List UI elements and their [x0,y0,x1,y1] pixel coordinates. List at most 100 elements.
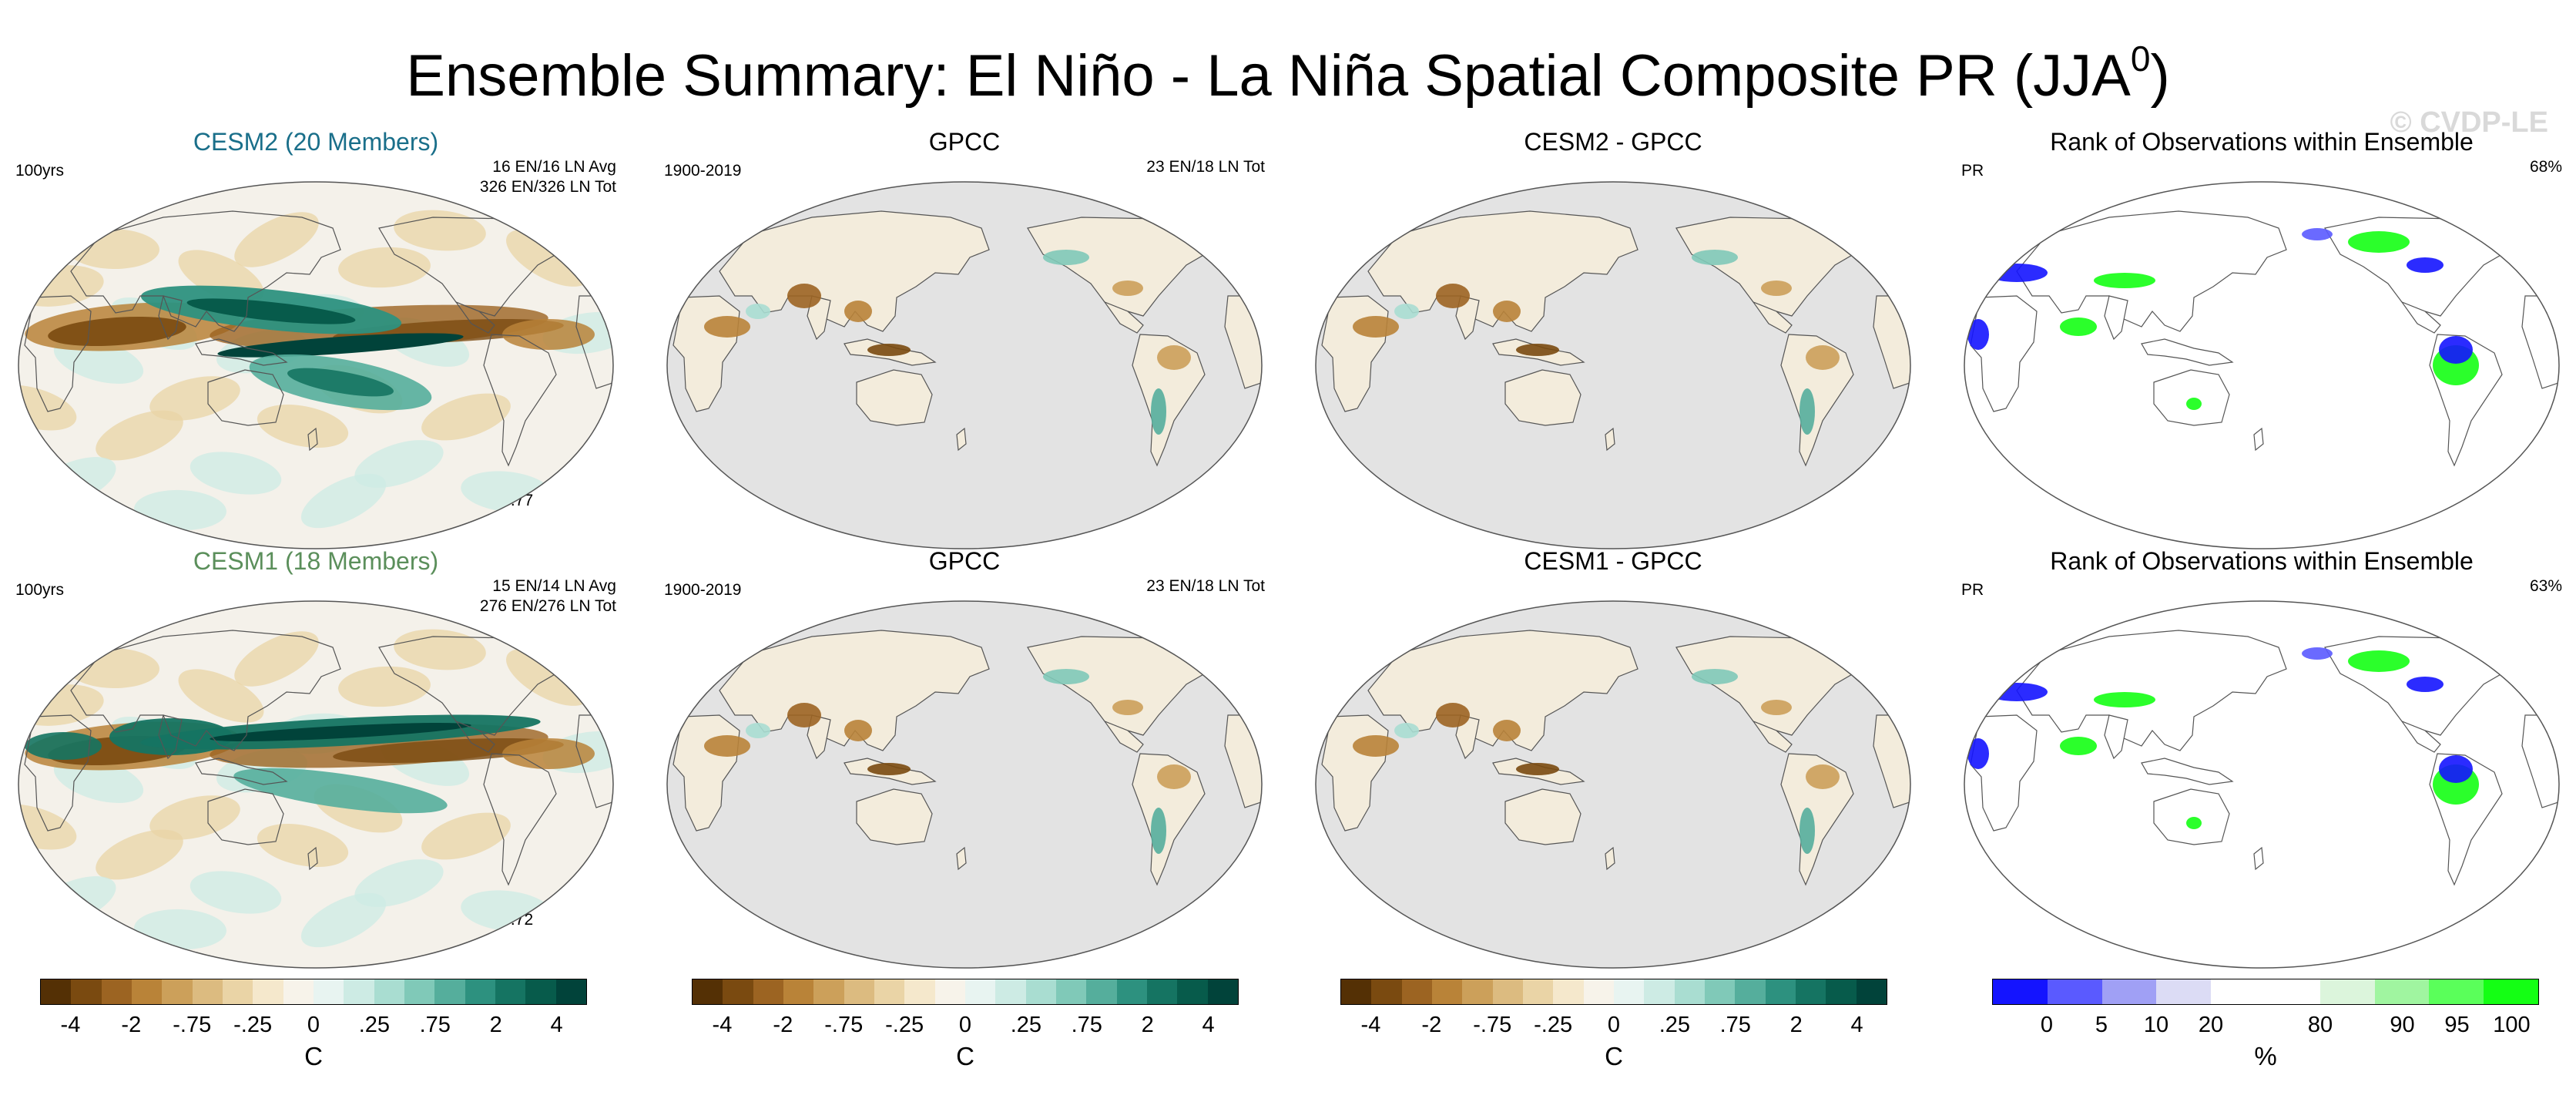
panel-right-line2: 276 EN/276 LN Tot [479,597,616,615]
colorbar-cell [344,979,374,1004]
world-map [1315,600,1911,969]
colorbar-tick-label: -.25 [885,1013,924,1037]
figure-title: Ensemble Summary: El Niño - La Niña Spat… [406,39,2170,109]
colorbar-cell [253,979,283,1004]
colorbar-cell [1553,979,1584,1004]
panel-right-label: 63% [2530,576,2562,596]
colorbar-cell [1522,979,1554,1004]
panel-right-line1: 23 EN/18 LN Tot [1146,158,1265,176]
colorbar-cell [374,979,404,1004]
colorbar-cell [904,979,935,1004]
map-panel-r2-c2: GPCC 1900-2019 23 EN/18 LN Tot [656,535,1273,969]
panel-left-label: PR [1961,162,1984,180]
colorbar-tick-label: .25 [358,1013,391,1037]
colorbar-cell [1492,979,1523,1004]
colorbar-cell [783,979,814,1004]
colorbar-cell [222,979,253,1004]
colorbar-cell [1401,979,1432,1004]
colorbar-tick-label: 100 [2493,1013,2531,1037]
colorbar-tick-label: -.75 [1473,1013,1512,1037]
colorbar-cell [1735,979,1766,1004]
panel-title: CESM2 (20 Members) [193,128,439,156]
colorbar-tick-label: 4 [1850,1013,1863,1037]
colorbar-cell [813,979,844,1004]
colorbar-cell [1704,979,1736,1004]
world-map [18,600,614,969]
colorbar-3: -4 -2 -.75 -.25 0 .25 .75 2 4 C [1340,979,1910,1102]
world-map [1964,600,2560,969]
colorbar-tick-label: -4 [712,1013,733,1037]
colorbar-cell [1765,979,1796,1004]
panel-right-label: 15 EN/14 LN Avg 276 EN/276 LN Tot [480,576,616,617]
colorbar-cell [2319,979,2375,1004]
colorbar-tick-label: 5 [2095,1013,2108,1037]
colorbar-4: 0 5 10 20 80 90 95 100% [1992,979,2562,1102]
map-panel-r1-c1: CESM2 (20 Members) 100yrs 16 EN/16 LN Avg 3… [8,116,624,549]
map-panel-r2-c1: CESM1 (18 Members) 100yrs 15 EN/14 LN Avg 2… [8,535,624,969]
colorbar-2: -4 -2 -.75 -.25 0 .25 .75 2 4 C [692,979,1262,1102]
panel-left-label: 100yrs [15,581,65,599]
colorbar-tick-label: -.25 [233,1013,273,1037]
colorbar-cell [1462,979,1493,1004]
colorbar-tick-label: 2 [1141,1013,1154,1037]
colorbar-tick-label: 0 [1607,1013,1621,1037]
colorbar-cells [1340,979,1887,1005]
panel-title: CESM2 - GPCC [1524,128,1702,156]
panel-right-label: 23 EN/18 LN Tot [1146,576,1265,596]
colorbar-tick-label: .75 [419,1013,451,1037]
colorbar-tick-label: 0 [307,1013,320,1037]
colorbar-tick-label: -4 [1360,1013,1381,1037]
panel-right-label: 23 EN/18 LN Tot [1146,157,1265,177]
map-panel-r1-c3: CESM2 - GPCC [1305,116,1921,549]
colorbar-cell [1371,979,1402,1004]
map-panel-r2-c3: CESM1 - GPCC [1305,535,1921,969]
colorbar-tick-label: -2 [773,1013,793,1037]
colorbar-tick-label: 10 [2143,1013,2169,1037]
world-map [1964,181,2560,549]
colorbar-cell [2047,979,2102,1004]
panel-right-line1: 16 EN/16 LN Avg [492,158,616,176]
colorbar-cell [495,979,526,1004]
colorbar-tick-label: .75 [1071,1013,1102,1037]
colorbar-cell [2101,979,2157,1004]
world-map [666,600,1263,969]
colorbar-tick-label: 80 [2307,1013,2333,1037]
panel-left-label: PR [1961,581,1984,599]
colorbar-tick-label: 2 [1789,1013,1803,1037]
colorbar-tick-label: -.75 [173,1013,212,1037]
colorbar-cell [1055,979,1087,1004]
colorbar-cell [995,979,1026,1004]
colorbar-cell [1993,979,2048,1004]
colorbar-1: -4 -2 -.75 -.25 0 .25 .75 2 4 C [40,979,610,1102]
colorbar-cell [71,979,102,1004]
colorbar-tick-label: .75 [1719,1013,1751,1037]
colorbar-cell [1856,979,1887,1004]
panel-title: CESM1 - GPCC [1524,547,1702,575]
colorbar-cell [1826,979,1857,1004]
colorbar-tick-label: -2 [1421,1013,1442,1037]
colorbar-tick-label: .25 [1659,1013,1691,1037]
panel-left-label: 1900-2019 [664,581,742,599]
panel-left-label: 100yrs [15,162,65,180]
world-map [1315,181,1911,549]
colorbar-tick-label: -.75 [824,1013,864,1037]
colorbar-cell [723,979,753,1004]
colorbar-tick-label: 20 [2198,1013,2224,1037]
colorbar-cell [934,979,965,1004]
colorbar-cell [1146,979,1178,1004]
colorbar-cell [41,979,72,1004]
world-map [666,181,1263,549]
colorbar-cell [693,979,723,1004]
colorbar-cell [1177,979,1208,1004]
colorbar-cell [1207,979,1238,1004]
panel-title: CESM1 (18 Members) [193,547,439,575]
watermark: © CVDP-LE [2390,106,2548,139]
panel-right-line1: 15 EN/14 LN Avg [492,577,616,595]
colorbar-tick-label: .25 [1010,1013,1042,1037]
colorbar-tick-label: 90 [2390,1013,2415,1037]
colorbar-tick-label: -2 [121,1013,142,1037]
panel-title: Rank of Observations within Ensemble [2050,547,2474,575]
colorbar-cell [2429,979,2484,1004]
colorbar-cells [692,979,1239,1005]
colorbar-cells [1992,979,2539,1005]
